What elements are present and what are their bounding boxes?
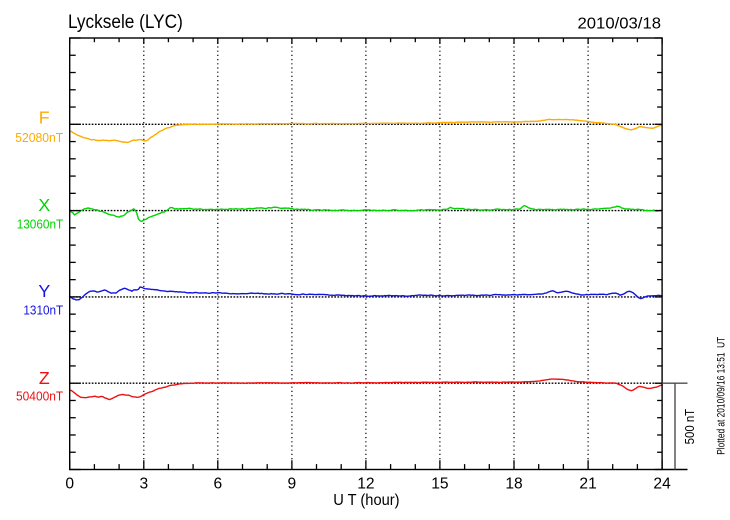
svg-text:X: X [38,195,50,215]
svg-text:24: 24 [653,476,671,493]
svg-text:21: 21 [579,476,596,493]
svg-text:500 nT: 500 nT [682,409,697,445]
svg-text:13060nT: 13060nT [17,216,64,231]
svg-text:9: 9 [288,476,297,493]
svg-text:U T (hour): U T (hour) [333,492,399,509]
svg-text:1310nT: 1310nT [23,302,63,317]
svg-text:Y: Y [38,281,50,301]
svg-text:12: 12 [357,476,374,493]
svg-text:18: 18 [505,476,522,493]
svg-text:2010/03/18: 2010/03/18 [578,16,662,33]
svg-text:6: 6 [213,476,222,493]
svg-text:52080nT: 52080nT [15,130,63,145]
svg-text:0: 0 [65,476,74,493]
svg-text:F: F [39,108,50,128]
svg-text:50400nT: 50400nT [16,389,63,404]
svg-text:Lycksele (LYC): Lycksele (LYC) [68,12,183,33]
svg-text:Z: Z [39,368,50,388]
svg-text:15: 15 [431,476,449,493]
svg-text:Plotted at 2010/09/16 13:51 U: Plotted at 2010/09/16 13:51 UT [715,336,727,454]
svg-text:3: 3 [139,476,148,493]
